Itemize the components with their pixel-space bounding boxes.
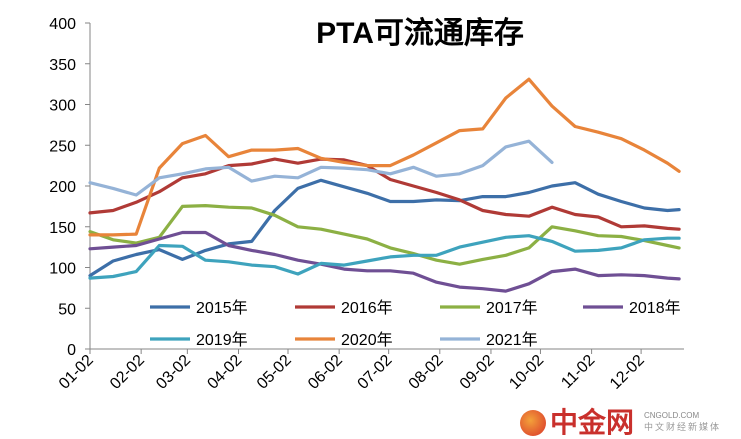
x-tick-label: 12-02 [607, 352, 648, 393]
y-tick-label: 400 [49, 16, 76, 33]
chart-title: PTA可流通库存 [316, 17, 524, 50]
series-lines [88, 77, 681, 293]
logo-slogan: 中文财经新媒体 [644, 423, 722, 433]
legend-item: 2019年 [150, 331, 248, 349]
legend-item: 2017年 [440, 299, 538, 317]
x-tick-label: 10-02 [506, 352, 547, 393]
y-tick-label: 200 [49, 179, 76, 196]
legend-label: 2019年 [196, 331, 248, 349]
logo-domain: CNGOLD.COM [644, 411, 700, 420]
legend: 2015年 2016年 2017年 2018年 2019年 2020年 2021年 [150, 299, 681, 349]
y-axis: 0 50 100 150 200 250 300 350 400 [49, 16, 91, 359]
cngold-logo: 中金网 CNGOLD.COM 中文财经新媒体 [520, 408, 735, 438]
x-tick-label: 02-02 [107, 352, 148, 393]
x-tick-label: 03-02 [153, 352, 194, 393]
y-tick-label: 0 [67, 342, 76, 359]
series-line-2017 [88, 204, 681, 266]
logo-mark-icon [520, 410, 546, 436]
y-tick-label: 100 [49, 261, 76, 278]
series-line-2016 [88, 157, 681, 231]
x-tick-label: 11-02 [558, 352, 598, 392]
legend-item: 2021年 [440, 331, 538, 349]
y-tick-label: 350 [49, 57, 76, 74]
x-axis: 01-02 02-02 03-02 04-02 05-02 06-02 07-02 08-02… [56, 348, 684, 393]
legend-item: 2020年 [295, 331, 393, 349]
series-line-2020 [88, 77, 681, 237]
logo-brand: 中金网 [550, 406, 635, 439]
x-tick-label: 01-02 [56, 352, 97, 393]
legend-label: 2020年 [341, 331, 393, 349]
legend-label: 2015年 [196, 299, 248, 317]
legend-item: 2016年 [295, 299, 393, 317]
legend-item: 2015年 [150, 299, 248, 317]
y-tick-label: 50 [58, 301, 76, 318]
x-tick-label: 06-02 [305, 352, 346, 393]
series-line-2018 [88, 230, 681, 293]
series-line-2021 [88, 139, 554, 197]
legend-label: 2017年 [486, 299, 538, 317]
legend-label: 2021年 [486, 331, 538, 349]
legend-item: 2018年 [583, 299, 681, 317]
legend-label: 2018年 [629, 299, 681, 317]
x-tick-label: 09-02 [457, 352, 498, 393]
x-tick-label: 08-02 [406, 352, 447, 393]
series-line-2015 [88, 178, 681, 278]
x-tick-label: 05-02 [254, 352, 295, 393]
y-tick-label: 250 [49, 138, 76, 155]
legend-label: 2016年 [341, 299, 393, 317]
series-line-2019 [88, 234, 681, 280]
y-tick-label: 300 [49, 98, 76, 115]
x-tick-label: 07-02 [355, 352, 396, 393]
y-tick-label: 150 [49, 220, 76, 237]
x-tick-label: 04-02 [204, 352, 245, 393]
